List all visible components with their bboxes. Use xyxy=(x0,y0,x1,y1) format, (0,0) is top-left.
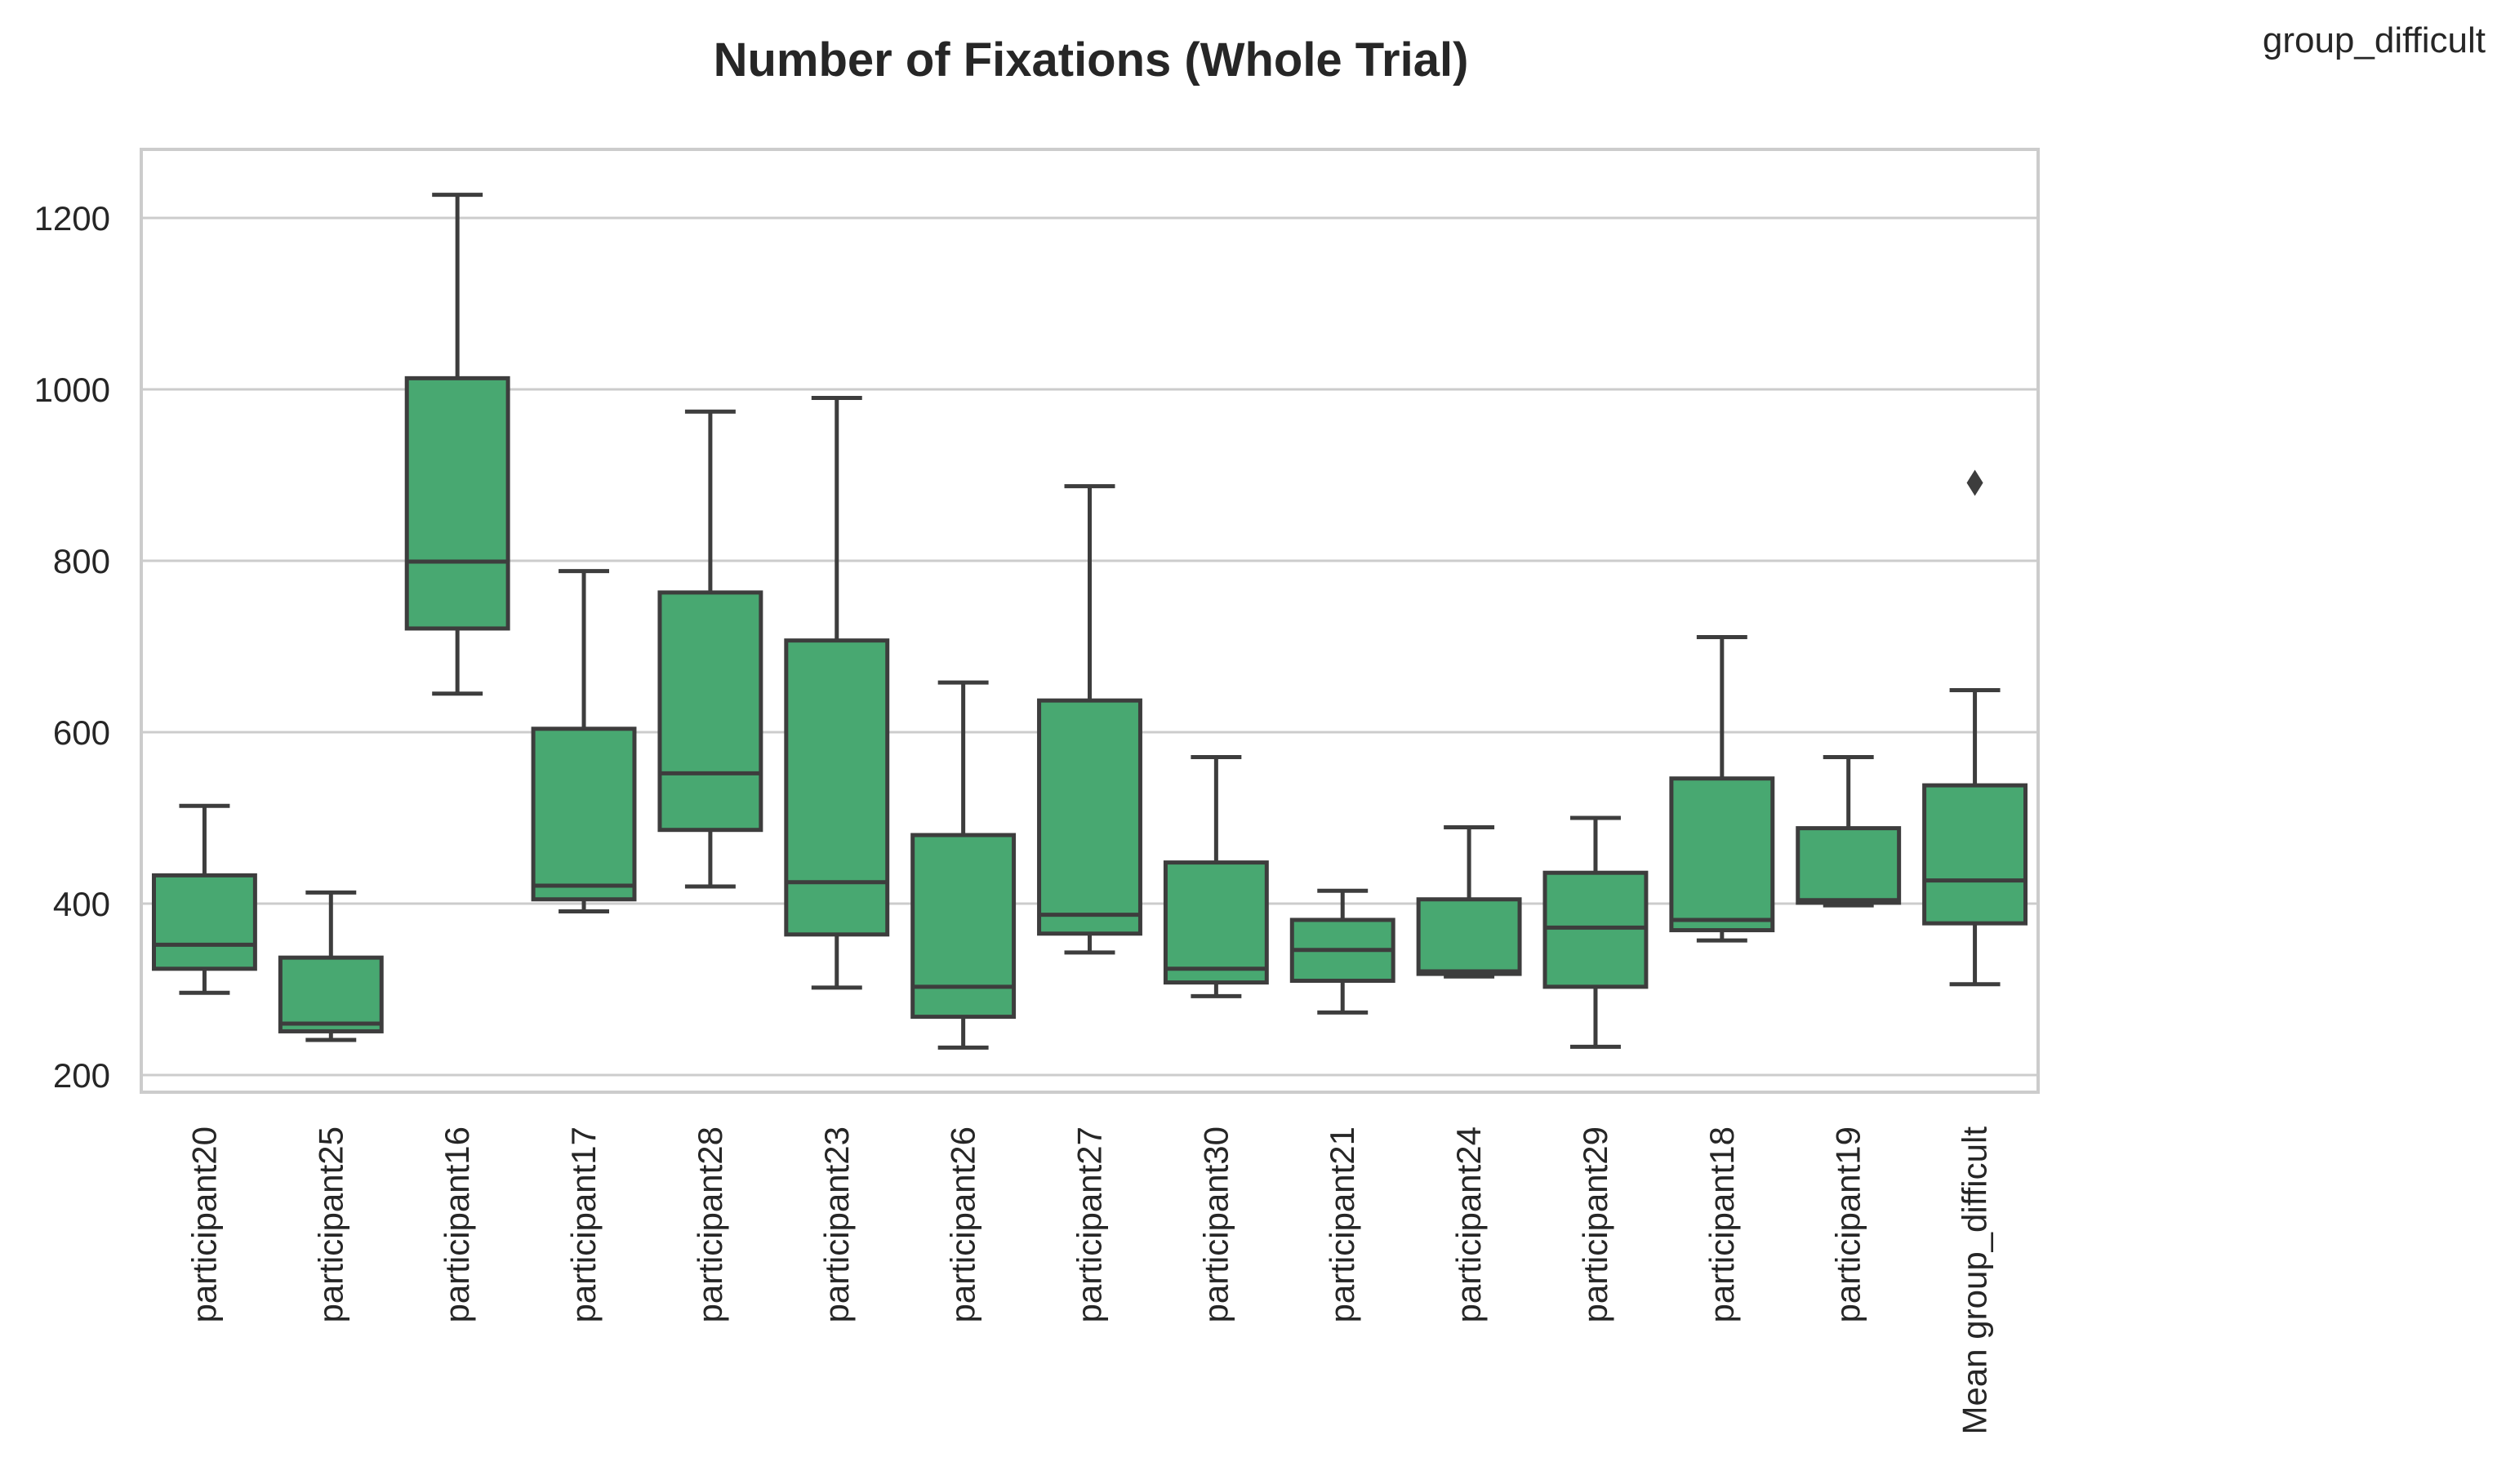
box-participant21 xyxy=(1289,888,1395,1015)
x-tick-label: participant23 xyxy=(817,1126,856,1323)
box-participant17 xyxy=(531,569,637,913)
x-tick-label: participant16 xyxy=(438,1126,476,1323)
x-tick-label: participant29 xyxy=(1576,1126,1614,1323)
x-tick-label: participant21 xyxy=(1323,1126,1361,1323)
y-tick-label: 1000 xyxy=(34,371,110,409)
box-participant18 xyxy=(1669,634,1775,943)
box-iqr xyxy=(151,873,257,971)
box-iqr xyxy=(784,638,890,937)
x-tick-label: participant25 xyxy=(311,1126,349,1323)
outlier-point xyxy=(1966,469,1983,496)
box-participant16 xyxy=(404,193,510,696)
box-iqr xyxy=(1669,776,1775,933)
box-participant25 xyxy=(278,890,384,1042)
x-tick-label: participant27 xyxy=(1071,1126,1109,1323)
box-Mean-group_difficult xyxy=(1922,469,2028,987)
legend-label: group_difficult xyxy=(2263,20,2486,60)
chart-title: Number of Fixations (Whole Trial) xyxy=(714,33,1469,87)
box-participant23 xyxy=(784,396,890,990)
box-iqr xyxy=(404,375,510,631)
x-axis-ticks: participant20 participant25 participant16 p… xyxy=(185,1126,1993,1435)
box-iqr xyxy=(1922,783,2028,926)
y-tick-label: 1200 xyxy=(34,199,110,238)
x-tick-label: participant17 xyxy=(564,1126,603,1323)
x-tick-label: participant30 xyxy=(1196,1126,1235,1323)
boxes xyxy=(151,193,2028,1050)
y-tick-label: 600 xyxy=(53,713,110,752)
box-participant30 xyxy=(1163,754,1269,998)
box-participant20 xyxy=(151,803,257,995)
x-tick-label: Mean group_difficult xyxy=(1956,1126,1994,1435)
box-participant29 xyxy=(1542,815,1649,1049)
box-participant19 xyxy=(1796,754,1902,908)
box-iqr xyxy=(278,955,384,1033)
y-axis-ticks: 200 400 600 800 1000 1200 xyxy=(34,199,110,1095)
x-tick-label: participant28 xyxy=(691,1126,729,1323)
box-iqr xyxy=(1037,698,1142,936)
x-tick-label: participant26 xyxy=(944,1126,982,1323)
plot-frame xyxy=(140,148,2040,1094)
box-participant24 xyxy=(1416,825,1522,979)
x-tick-label: participant20 xyxy=(185,1126,223,1323)
x-tick-label: participant24 xyxy=(1449,1126,1488,1323)
box-iqr xyxy=(1796,826,1902,905)
box-iqr xyxy=(1416,897,1522,976)
box-iqr xyxy=(1163,860,1269,985)
box-iqr xyxy=(1542,870,1649,989)
x-tick-label: participant19 xyxy=(1829,1126,1867,1323)
box-participant26 xyxy=(910,680,1017,1050)
y-tick-label: 800 xyxy=(53,542,110,580)
box-iqr xyxy=(531,726,637,902)
y-tick-label: 200 xyxy=(53,1056,110,1095)
y-tick-label: 400 xyxy=(53,885,110,923)
x-tick-label: participant18 xyxy=(1703,1126,1741,1323)
box-iqr xyxy=(657,590,763,833)
box-participant27 xyxy=(1037,484,1142,955)
box-iqr xyxy=(910,833,1017,1020)
box-participant28 xyxy=(657,409,763,889)
